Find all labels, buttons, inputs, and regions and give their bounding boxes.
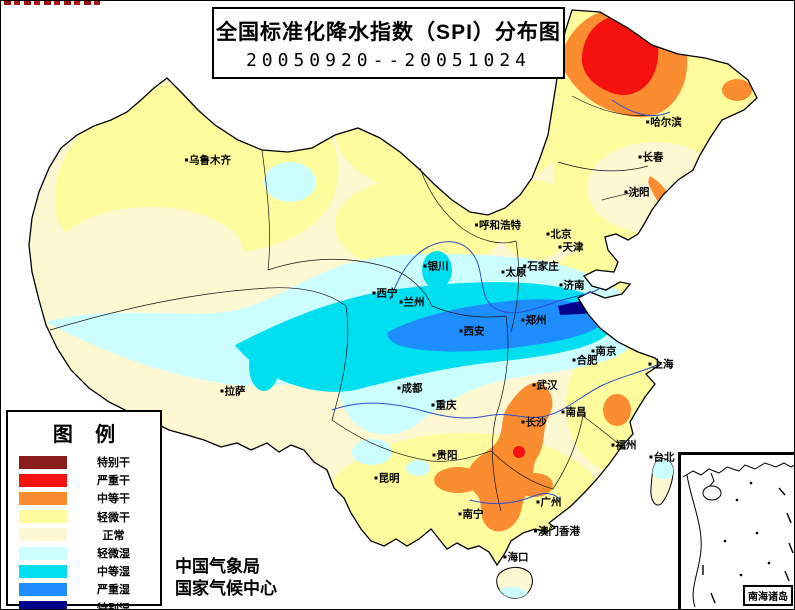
yangtze-river [331, 363, 660, 419]
legend-rows: 特别干严重干中等干轻微干正常轻微湿中等湿严重湿特别湿 [8, 453, 160, 610]
spi-region-layers [46, 10, 757, 565]
pearl-river [469, 492, 561, 504]
legend-swatch [19, 510, 67, 524]
title-box: 全国标准化降水指数（SPI）分布图 20050920--20051024 [212, 7, 565, 79]
inset-coastline [682, 462, 795, 478]
legend-item: 特别湿 [8, 599, 160, 610]
legend-swatch [19, 582, 67, 596]
inset-islands [723, 481, 771, 577]
legend-item-label: 中等干 [97, 493, 130, 506]
rivers [331, 99, 671, 504]
south-china-sea-inset: 南海诸岛 [678, 452, 795, 610]
hainan-island [496, 566, 533, 599]
legend-item: 严重干 [8, 471, 160, 489]
legend-swatch [19, 491, 67, 505]
yellow-river [389, 241, 601, 314]
legend-item-label: 轻微干 [97, 511, 130, 524]
inset-vietnam-coast [686, 474, 702, 608]
footer: 中国气象局 国家气候中心 [175, 556, 277, 600]
taiwan-island [650, 458, 674, 506]
legend-item: 中等湿 [8, 562, 160, 580]
legend-item: 中等干 [8, 489, 160, 507]
clipped-red-text [4, 0, 102, 5]
inset-label: 南海诸岛 [743, 585, 793, 606]
legend-swatch [19, 528, 67, 542]
legend-item-label: 特别湿 [97, 602, 130, 610]
legend-swatch [19, 601, 67, 610]
legend-item: 严重湿 [8, 580, 160, 598]
legend-item: 正常 [8, 526, 160, 544]
region-severe-wet-band [387, 299, 606, 352]
legend-swatch [19, 564, 67, 578]
province-borders [49, 95, 651, 512]
legend-item-label: 特别干 [97, 457, 130, 470]
legend-item-label: 严重干 [97, 475, 130, 488]
legend-item: 轻微干 [8, 508, 160, 526]
inset-hainan [702, 485, 722, 501]
org-name-cma: 中国气象局 [175, 557, 260, 576]
date-range: 20050920--20051024 [245, 49, 532, 71]
legend-item-label: 严重湿 [97, 584, 130, 597]
legend-swatch [19, 455, 67, 469]
legend-item-label: 中等湿 [97, 566, 130, 579]
org-name-ncc: 国家气候中心 [175, 579, 277, 598]
legend: 图 例 特别干严重干中等干轻微干正常轻微湿中等湿严重湿特别湿 [6, 410, 162, 610]
inset-leizhou [708, 472, 715, 488]
china-coastline [28, 9, 758, 567]
legend-item: 特别干 [8, 453, 160, 471]
inset-dash-line [702, 487, 794, 604]
legend-item: 轻微湿 [8, 544, 160, 562]
legend-swatch [19, 546, 67, 560]
legend-title: 图 例 [52, 424, 116, 446]
legend-item-label: 正常 [102, 529, 125, 542]
inset-map-svg [682, 462, 795, 608]
songhua-river [611, 99, 671, 117]
legend-item-label: 轻微湿 [97, 548, 130, 561]
legend-swatch [19, 473, 67, 487]
map-title: 全国标准化降水指数（SPI）分布图 [216, 20, 561, 44]
